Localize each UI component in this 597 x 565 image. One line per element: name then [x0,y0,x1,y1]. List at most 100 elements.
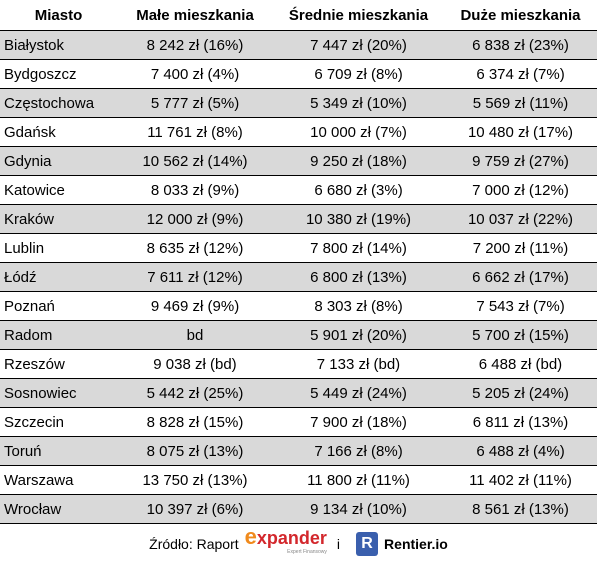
column-header: Małe mieszkania [117,0,273,31]
rent-cell: 7 133 zł (bd) [273,349,444,379]
table-row: Kraków 12 000 zł (9%) 10 380 zł (19%) 10 03… [0,204,597,234]
city-cell: Kraków [0,204,117,234]
table-row: Toruń 8 075 zł (13%) 7 166 zł (8%) 6 488 zł… [0,436,597,466]
column-header: Miasto [0,0,117,31]
rent-cell: 7 000 zł (12%) [444,175,597,205]
header-row: Miasto Małe mieszkania Średnie mieszkania D… [0,0,597,31]
rent-cell: 7 800 zł (14%) [273,233,444,263]
table-row: Warszawa 13 750 zł (13%) 11 800 zł (11%) 11… [0,465,597,495]
rent-cell: 10 380 zł (19%) [273,204,444,234]
rent-cell: 6 662 zł (17%) [444,262,597,292]
city-cell: Rzeszów [0,349,117,379]
rent-cell: 5 700 zł (15%) [444,320,597,350]
table-row: Częstochowa 5 777 zł (5%) 5 349 zł (10%) 5 … [0,88,597,118]
rent-cell: 6 488 zł (bd) [444,349,597,379]
rent-cell: 5 569 zł (11%) [444,88,597,118]
city-cell: Gdynia [0,146,117,176]
rent-cell: 8 561 zł (13%) [444,494,597,524]
city-cell: Radom [0,320,117,350]
table-row: Gdańsk 11 761 zł (8%) 10 000 zł (7%) 10 480… [0,117,597,147]
rent-cell: 10 397 zł (6%) [117,494,273,524]
table-row: Bydgoszcz 7 400 zł (4%) 6 709 zł (8%) 6 374… [0,59,597,89]
rent-cell: 11 761 zł (8%) [117,117,273,147]
table-body: Białystok 8 242 zł (16%) 7 447 zł (20%) 6 8… [0,30,597,524]
rent-cell: 8 635 zł (12%) [117,233,273,263]
table-row: Rzeszów 9 038 zł (bd) 7 133 zł (bd) 6 488 z… [0,349,597,379]
city-cell: Lublin [0,233,117,263]
rent-cell: 11 402 zł (11%) [444,465,597,495]
rent-cell: 6 374 zł (7%) [444,59,597,89]
rent-cell: 10 562 zł (14%) [117,146,273,176]
rent-cell: 6 811 zł (13%) [444,407,597,437]
column-header: Średnie mieszkania [273,0,444,31]
rent-cell: 9 250 zł (18%) [273,146,444,176]
rent-cell: 11 800 zł (11%) [273,465,444,495]
city-cell: Bydgoszcz [0,59,117,89]
city-cell: Łódź [0,262,117,292]
city-cell: Warszawa [0,465,117,495]
connector: i [336,536,341,552]
table-row: Sosnowiec 5 442 zł (25%) 5 449 zł (24%) 5 2… [0,378,597,408]
rentier-icon: R [356,532,379,556]
expander-name: expander [244,523,327,549]
city-cell: Częstochowa [0,88,117,118]
rent-cell: 7 447 zł (20%) [273,30,444,60]
rent-cell: 5 901 zł (20%) [273,320,444,350]
rent-cell: 5 205 zł (24%) [444,378,597,408]
city-cell: Sosnowiec [0,378,117,408]
city-cell: Toruń [0,436,117,466]
city-cell: Katowice [0,175,117,205]
rent-cell: 10 037 zł (22%) [444,204,597,234]
rent-cell: 7 200 zł (11%) [444,233,597,263]
rent-cell: 8 303 zł (8%) [273,291,444,321]
rent-cell: 7 400 zł (4%) [117,59,273,89]
table-row: Wrocław 10 397 zł (6%) 9 134 zł (10%) 8 561… [0,494,597,524]
rent-cell: 8 033 zł (9%) [117,175,273,205]
rent-cell: 6 680 zł (3%) [273,175,444,205]
rent-cell: 5 777 zł (5%) [117,88,273,118]
rent-cell: 7 166 zł (8%) [273,436,444,466]
rent-cell: 7 611 zł (12%) [117,262,273,292]
table-row: Katowice 8 033 zł (9%) 6 680 zł (3%) 7 000 … [0,175,597,205]
rent-table: Miasto Małe mieszkania Średnie mieszkania D… [0,0,597,524]
rentier-name: Rentier.io [384,536,448,552]
rent-cell: 6 800 zł (13%) [273,262,444,292]
table-row: Lublin 8 635 zł (12%) 7 800 zł (14%) 7 200 … [0,233,597,263]
table-row: Szczecin 8 828 zł (15%) 7 900 zł (18%) 6 81… [0,407,597,437]
rent-cell: 9 038 zł (bd) [117,349,273,379]
rent-cell: 10 000 zł (7%) [273,117,444,147]
rent-cell: 6 488 zł (4%) [444,436,597,466]
rent-cell: 7 543 zł (7%) [444,291,597,321]
expander-logo: expander Expert Finansowy [244,523,327,559]
rent-cell: 12 000 zł (9%) [117,204,273,234]
rent-cell: 5 349 zł (10%) [273,88,444,118]
city-cell: Wrocław [0,494,117,524]
city-cell: Białystok [0,30,117,60]
rent-cell: 8 075 zł (13%) [117,436,273,466]
rent-cell: 6 709 zł (8%) [273,59,444,89]
city-cell: Gdańsk [0,117,117,147]
table-row: Białystok 8 242 zł (16%) 7 447 zł (20%) 6 8… [0,30,597,60]
rent-cell: 8 828 zł (15%) [117,407,273,437]
rent-cell: 8 242 zł (16%) [117,30,273,60]
table-row: Łódź 7 611 zł (12%) 6 800 zł (13%) 6 662 zł… [0,262,597,292]
table-row: Poznań 9 469 zł (9%) 8 303 zł (8%) 7 543 zł… [0,291,597,321]
expander-subtitle: Expert Finansowy [287,548,327,555]
rent-cell: 9 469 zł (9%) [117,291,273,321]
rent-cell: 9 134 zł (10%) [273,494,444,524]
city-cell: Szczecin [0,407,117,437]
table-row: Gdynia 10 562 zł (14%) 9 250 zł (18%) 9 759… [0,146,597,176]
rent-cell: 9 759 zł (27%) [444,146,597,176]
footer: Źródło: Raport expander Expert Finansowy … [0,524,597,564]
city-cell: Poznań [0,291,117,321]
rent-cell: bd [117,320,273,350]
rent-cell: 7 900 zł (18%) [273,407,444,437]
column-header: Duże mieszkania [444,0,597,31]
rent-cell: 10 480 zł (17%) [444,117,597,147]
source-label: Źródło: Raport [149,536,239,552]
rent-cell: 5 449 zł (24%) [273,378,444,408]
rent-cell: 13 750 zł (13%) [117,465,273,495]
table-row: Radom bd 5 901 zł (20%) 5 700 zł (15%) [0,320,597,350]
rent-cell: 6 838 zł (23%) [444,30,597,60]
